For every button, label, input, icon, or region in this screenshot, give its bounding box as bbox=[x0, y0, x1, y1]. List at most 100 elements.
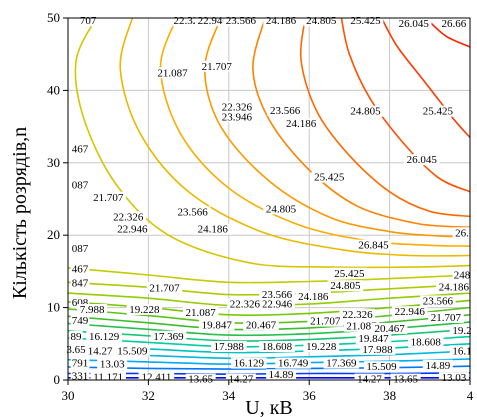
contour-label-bg bbox=[185, 373, 216, 385]
contour-label: 23.566 bbox=[177, 206, 208, 218]
contour-label-bg bbox=[223, 15, 259, 27]
x-tick-label: 36 bbox=[303, 388, 317, 403]
contour-label-bg bbox=[194, 223, 231, 235]
contour-label-bg bbox=[174, 206, 211, 218]
contour-label: 13.03 bbox=[442, 372, 467, 384]
contour-label: 26.66 bbox=[442, 18, 467, 30]
contour-label-bg bbox=[259, 341, 295, 352]
contour-label-bg bbox=[70, 277, 90, 289]
contour-label-bg bbox=[243, 319, 279, 331]
contour-line bbox=[380, 17, 471, 139]
contour-label: 16.129 bbox=[89, 331, 120, 343]
contour-label-bg bbox=[323, 357, 360, 369]
contour-label: 26.045 bbox=[407, 154, 438, 166]
contour-label-bg bbox=[303, 15, 340, 27]
contour-label-bg bbox=[70, 179, 90, 191]
contour-label: 15.509 bbox=[117, 345, 148, 357]
contour-label-bg bbox=[347, 15, 384, 27]
contour-label-bg bbox=[438, 372, 469, 384]
contour-label-bg bbox=[231, 357, 267, 369]
y-tick-label: 0 bbox=[54, 372, 61, 387]
contour-label-bg bbox=[263, 203, 299, 215]
contour-label: 22.326 bbox=[113, 211, 144, 223]
contour-label-bg bbox=[420, 295, 456, 307]
contour-label: 17.988 bbox=[362, 344, 393, 356]
contour-label-bg bbox=[70, 370, 90, 382]
contour-label-bg bbox=[420, 105, 456, 117]
contour-label-bg bbox=[85, 345, 116, 357]
contour-label-bg bbox=[90, 371, 126, 383]
contour-label: 12.411 bbox=[142, 371, 172, 383]
contour-label: 17.369 bbox=[153, 331, 184, 343]
contour-label: 19.228 bbox=[306, 341, 337, 353]
contour-label: 14.89 bbox=[425, 360, 450, 372]
x-tick-label: 4 bbox=[467, 388, 474, 403]
contour-label-bg bbox=[70, 243, 90, 255]
contour-label: 20.467 bbox=[246, 319, 277, 331]
contour-label-bg bbox=[452, 227, 472, 239]
contour-label: 707 bbox=[80, 15, 97, 27]
contour-label-bg bbox=[70, 314, 90, 326]
contour-label-bg bbox=[114, 345, 151, 357]
contour-label-bg bbox=[211, 341, 247, 352]
contour-label: 467 bbox=[72, 143, 89, 155]
contour-label: 26.045 bbox=[399, 18, 430, 30]
x-tick-label: 32 bbox=[142, 388, 155, 403]
contour-label-bg bbox=[283, 118, 319, 129]
contour-line bbox=[252, 17, 471, 228]
contour-label-bg bbox=[78, 15, 98, 27]
contour-label: 21.707 bbox=[149, 282, 180, 294]
x-axis-title: U, кВ bbox=[245, 397, 293, 417]
contour-label: 21.707 bbox=[202, 61, 233, 73]
contour-label-bg bbox=[354, 373, 385, 385]
contour-label: 20.467 bbox=[374, 323, 405, 335]
contour-label: 14.27 bbox=[88, 345, 113, 357]
x-tick-label: 34 bbox=[222, 388, 236, 403]
contour-label-bg bbox=[259, 298, 295, 310]
contour-label-bg bbox=[70, 357, 90, 369]
contour-label-bg bbox=[449, 345, 475, 357]
contour-label-bg bbox=[327, 280, 364, 292]
contour-label: 23.566 bbox=[423, 295, 454, 307]
contour-label-bg bbox=[97, 358, 128, 370]
contour-label-bg bbox=[225, 373, 256, 385]
contour-label-bg bbox=[266, 369, 297, 381]
y-tick-label: 10 bbox=[47, 300, 60, 315]
contour-label: 22.326 bbox=[342, 309, 373, 321]
contour-label-bg bbox=[311, 171, 348, 183]
contour-label: 21.707 bbox=[310, 316, 341, 328]
contour-label: 21.707 bbox=[93, 192, 124, 204]
contour-label: 24.805 bbox=[350, 106, 381, 118]
contour-label-bg bbox=[154, 67, 191, 79]
contour-label-bg bbox=[150, 330, 187, 342]
contour-label-bg bbox=[339, 309, 376, 321]
contour-label-bg bbox=[275, 357, 311, 369]
contour-label-bg bbox=[198, 319, 235, 331]
contour-label-bg bbox=[219, 111, 255, 123]
contour-label-bg bbox=[422, 359, 453, 371]
y-tick-label: 50 bbox=[47, 10, 60, 25]
contour-label: 25.425 bbox=[350, 15, 381, 27]
contour-label-bg bbox=[395, 18, 432, 30]
contour-label: 23.566 bbox=[226, 15, 257, 27]
contour-line bbox=[67, 328, 471, 342]
contour-label-bg bbox=[69, 330, 83, 342]
contour-label-bg bbox=[170, 15, 207, 27]
contour-label-bg bbox=[227, 298, 263, 310]
contour-label: 21.087 bbox=[186, 307, 217, 319]
contour-label-bg bbox=[194, 15, 231, 27]
contour-line bbox=[340, 17, 471, 193]
contour-label-bg bbox=[404, 154, 440, 166]
contour-label-bg bbox=[70, 263, 90, 275]
contour-label-bg bbox=[438, 18, 469, 30]
contour-label: 22.326 bbox=[222, 101, 253, 113]
contour-label: 087 bbox=[72, 243, 89, 255]
contour-label: 16.129 bbox=[234, 358, 265, 370]
contour-label-bg bbox=[110, 211, 147, 223]
y-tick-label: 30 bbox=[47, 155, 60, 170]
y-axis: 0 10 20 30 40 50 bbox=[47, 10, 68, 387]
contour-label-bg bbox=[303, 341, 340, 352]
contour-label: 19.2 bbox=[452, 325, 471, 337]
x-tick-label: 30 bbox=[62, 388, 75, 403]
